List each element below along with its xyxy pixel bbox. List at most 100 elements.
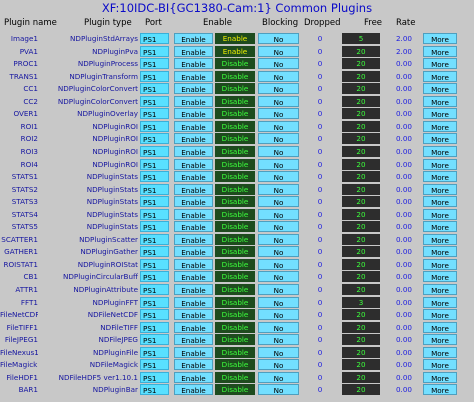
enable-button[interactable]: Enable	[174, 346, 213, 358]
port-field[interactable]: PS1	[140, 120, 169, 132]
blocking-button[interactable]: No	[258, 346, 299, 358]
more-button[interactable]: More	[423, 371, 457, 383]
more-button[interactable]: More	[423, 95, 457, 107]
blocking-button[interactable]: No	[258, 221, 299, 233]
more-button[interactable]: More	[423, 258, 457, 270]
enable-button[interactable]: Enable	[174, 70, 213, 82]
enable-button[interactable]: Enable	[174, 108, 213, 120]
blocking-button[interactable]: No	[258, 296, 299, 308]
port-field[interactable]: PS1	[140, 45, 169, 57]
enable-button[interactable]: Enable	[174, 145, 213, 157]
port-field[interactable]: PS1	[140, 384, 169, 396]
enable-button[interactable]: Enable	[174, 95, 213, 107]
more-button[interactable]: More	[423, 284, 457, 295]
more-button[interactable]: More	[423, 208, 457, 220]
blocking-button[interactable]: No	[258, 158, 299, 170]
port-field[interactable]: PS1	[140, 95, 169, 107]
port-field[interactable]: PS1	[140, 108, 169, 120]
port-field[interactable]: PS1	[140, 145, 169, 157]
port-field[interactable]: PS1	[140, 371, 169, 383]
port-field[interactable]: PS1	[140, 334, 169, 346]
port-field[interactable]: PS1	[140, 208, 169, 220]
blocking-button[interactable]: No	[258, 309, 299, 321]
blocking-button[interactable]: No	[258, 196, 299, 208]
port-field[interactable]: PS1	[140, 233, 169, 245]
blocking-button[interactable]: No	[258, 58, 299, 70]
enable-button[interactable]: Enable	[174, 33, 213, 44]
port-field[interactable]: PS1	[140, 183, 169, 195]
blocking-button[interactable]: No	[258, 334, 299, 346]
blocking-button[interactable]: No	[258, 33, 299, 44]
port-field[interactable]: PS1	[140, 158, 169, 170]
more-button[interactable]: More	[423, 384, 457, 396]
enable-button[interactable]: Enable	[174, 45, 213, 57]
port-field[interactable]: PS1	[140, 346, 169, 358]
enable-button[interactable]: Enable	[174, 359, 213, 371]
more-button[interactable]: More	[423, 83, 457, 95]
port-field[interactable]: PS1	[140, 58, 169, 70]
blocking-button[interactable]: No	[258, 321, 299, 333]
port-field[interactable]: PS1	[140, 196, 169, 208]
blocking-button[interactable]: No	[258, 371, 299, 383]
blocking-button[interactable]: No	[258, 83, 299, 95]
more-button[interactable]: More	[423, 58, 457, 70]
enable-button[interactable]: Enable	[174, 296, 213, 308]
enable-button[interactable]: Enable	[174, 196, 213, 208]
enable-button[interactable]: Enable	[174, 321, 213, 333]
enable-button[interactable]: Enable	[174, 58, 213, 70]
enable-button[interactable]: Enable	[174, 208, 213, 220]
blocking-button[interactable]: No	[258, 171, 299, 183]
port-field[interactable]: PS1	[140, 133, 169, 145]
more-button[interactable]: More	[423, 120, 457, 132]
blocking-button[interactable]: No	[258, 45, 299, 57]
blocking-button[interactable]: No	[258, 70, 299, 82]
port-field[interactable]: PS1	[140, 246, 169, 258]
blocking-button[interactable]: No	[258, 284, 299, 295]
more-button[interactable]: More	[423, 171, 457, 183]
port-field[interactable]: PS1	[140, 321, 169, 333]
more-button[interactable]: More	[423, 183, 457, 195]
enable-button[interactable]: Enable	[174, 384, 213, 396]
blocking-button[interactable]: No	[258, 271, 299, 283]
blocking-button[interactable]: No	[258, 258, 299, 270]
more-button[interactable]: More	[423, 246, 457, 258]
port-field[interactable]: PS1	[140, 83, 169, 95]
more-button[interactable]: More	[423, 296, 457, 308]
port-field[interactable]: PS1	[140, 33, 169, 44]
blocking-button[interactable]: No	[258, 120, 299, 132]
more-button[interactable]: More	[423, 271, 457, 283]
port-field[interactable]: PS1	[140, 309, 169, 321]
port-field[interactable]: PS1	[140, 271, 169, 283]
enable-button[interactable]: Enable	[174, 183, 213, 195]
enable-button[interactable]: Enable	[174, 334, 213, 346]
more-button[interactable]: More	[423, 346, 457, 358]
blocking-button[interactable]: No	[258, 108, 299, 120]
more-button[interactable]: More	[423, 321, 457, 333]
more-button[interactable]: More	[423, 108, 457, 120]
more-button[interactable]: More	[423, 221, 457, 233]
blocking-button[interactable]: No	[258, 145, 299, 157]
more-button[interactable]: More	[423, 233, 457, 245]
port-field[interactable]: PS1	[140, 70, 169, 82]
more-button[interactable]: More	[423, 45, 457, 57]
blocking-button[interactable]: No	[258, 208, 299, 220]
port-field[interactable]: PS1	[140, 258, 169, 270]
more-button[interactable]: More	[423, 145, 457, 157]
more-button[interactable]: More	[423, 334, 457, 346]
enable-button[interactable]: Enable	[174, 171, 213, 183]
enable-button[interactable]: Enable	[174, 258, 213, 270]
port-field[interactable]: PS1	[140, 296, 169, 308]
more-button[interactable]: More	[423, 133, 457, 145]
more-button[interactable]: More	[423, 33, 457, 44]
blocking-button[interactable]: No	[258, 133, 299, 145]
enable-button[interactable]: Enable	[174, 309, 213, 321]
blocking-button[interactable]: No	[258, 183, 299, 195]
more-button[interactable]: More	[423, 309, 457, 321]
enable-button[interactable]: Enable	[174, 221, 213, 233]
enable-button[interactable]: Enable	[174, 246, 213, 258]
port-field[interactable]: PS1	[140, 359, 169, 371]
more-button[interactable]: More	[423, 70, 457, 82]
enable-button[interactable]: Enable	[174, 371, 213, 383]
enable-button[interactable]: Enable	[174, 83, 213, 95]
enable-button[interactable]: Enable	[174, 271, 213, 283]
